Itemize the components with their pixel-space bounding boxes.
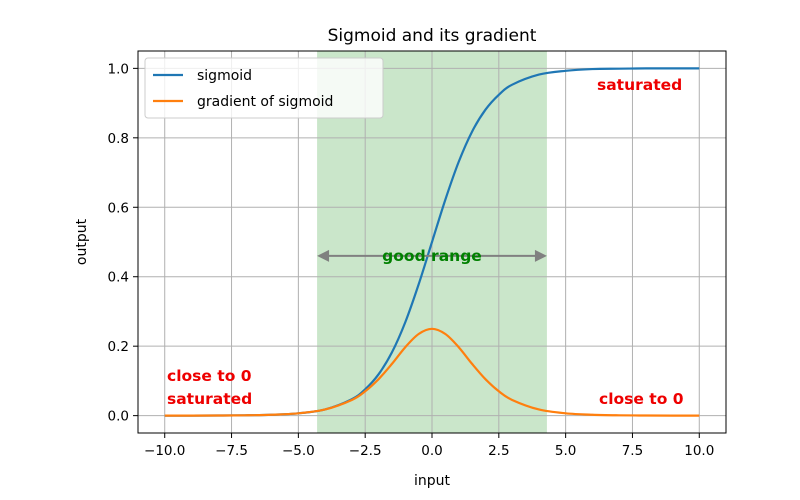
arrow-head-left: [317, 249, 330, 262]
y-tick-label: 0.2: [108, 339, 129, 355]
legend-box: [144, 57, 384, 119]
legend-label-gradient: gradient of sigmoid: [197, 94, 333, 110]
x-tick-label: 0.0: [421, 443, 442, 459]
series-lines: [164, 67, 700, 417]
annotation-good-range: good range: [382, 247, 482, 265]
x-axis-label: input: [414, 473, 451, 489]
y-tick-label: 0.4: [108, 270, 129, 286]
x-tick-label: 10.0: [684, 443, 714, 459]
series-line-gradient: [164, 327, 700, 417]
annotation-saturated-top: saturated: [597, 76, 682, 94]
arrow-head-right: [534, 249, 547, 262]
x-tick-label: −10.0: [144, 443, 185, 459]
legend: sigmoid gradient of sigmoid: [144, 57, 384, 119]
x-tick-label: 5.0: [555, 443, 576, 459]
x-tick-label: −7.5: [215, 443, 248, 459]
annotation-close-to-0-left: close to 0: [167, 367, 252, 385]
annotation-saturated-left: saturated: [167, 390, 252, 408]
x-tick-label: −5.0: [282, 443, 315, 459]
legend-label-sigmoid: sigmoid: [197, 68, 252, 84]
x-axis-ticks: −10.0 −7.5 −5.0 −2.5 0.0 2.5 5.0 7.5 10.0: [144, 433, 714, 459]
good-range-arrow: [317, 249, 547, 262]
y-tick-label: 0.6: [108, 200, 129, 216]
y-axis-label: output: [74, 218, 90, 265]
y-tick-label: 0.8: [108, 131, 129, 147]
x-tick-label: 7.5: [622, 443, 643, 459]
chart-title: Sigmoid and its gradient: [328, 26, 537, 46]
y-tick-label: 1.0: [108, 61, 129, 77]
x-tick-label: −2.5: [349, 443, 382, 459]
x-tick-label: 2.5: [488, 443, 509, 459]
annotation-close-to-0-right: close to 0: [599, 390, 684, 408]
y-tick-label: 0.0: [108, 409, 129, 425]
y-axis-ticks: 0.0 0.2 0.4 0.6 0.8 1.0: [108, 61, 138, 425]
